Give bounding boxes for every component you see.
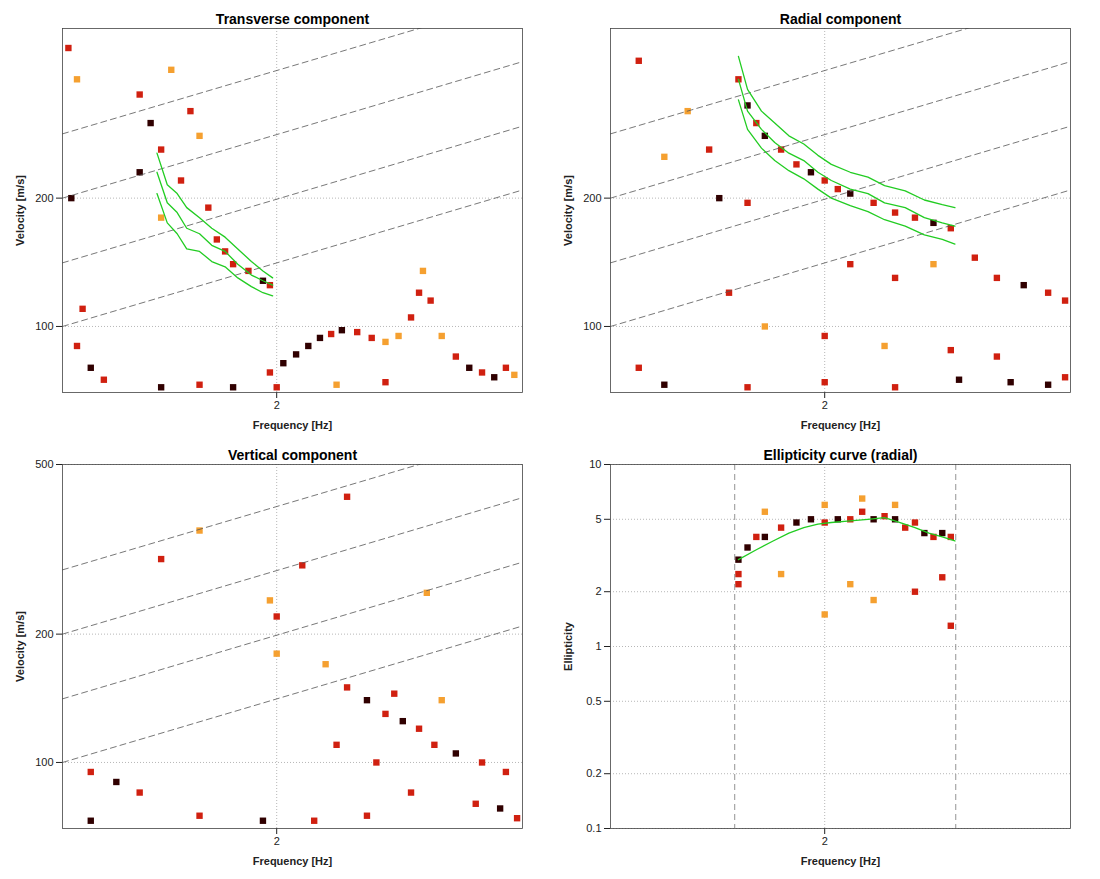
svg-text:100: 100 bbox=[35, 320, 53, 332]
svg-text:Transverse component: Transverse component bbox=[216, 11, 370, 27]
svg-text:Velocity [m/s]: Velocity [m/s] bbox=[14, 611, 26, 682]
svg-text:Ellipticity curve (radial): Ellipticity curve (radial) bbox=[763, 447, 917, 463]
svg-text:Velocity [m/s]: Velocity [m/s] bbox=[14, 175, 26, 246]
svg-text:Velocity [m/s]: Velocity [m/s] bbox=[562, 175, 574, 246]
svg-text:Vertical component: Vertical component bbox=[228, 447, 357, 463]
svg-text:2: 2 bbox=[274, 835, 280, 847]
svg-text:0.1: 0.1 bbox=[586, 822, 601, 834]
svg-text:Frequency [Hz]: Frequency [Hz] bbox=[801, 855, 881, 867]
svg-text:1: 1 bbox=[595, 640, 601, 652]
svg-text:5: 5 bbox=[595, 513, 601, 525]
svg-text:10: 10 bbox=[589, 458, 601, 470]
svg-text:Ellipticity: Ellipticity bbox=[562, 621, 574, 671]
svg-text:200: 200 bbox=[583, 192, 601, 204]
svg-text:200: 200 bbox=[35, 628, 53, 640]
svg-text:2: 2 bbox=[822, 835, 828, 847]
svg-text:0.5: 0.5 bbox=[586, 695, 601, 707]
svg-text:200: 200 bbox=[35, 192, 53, 204]
svg-text:2: 2 bbox=[274, 399, 280, 411]
svg-text:0.2: 0.2 bbox=[586, 767, 601, 779]
svg-text:Frequency [Hz]: Frequency [Hz] bbox=[253, 855, 333, 867]
svg-text:100: 100 bbox=[583, 320, 601, 332]
svg-text:500: 500 bbox=[35, 458, 53, 470]
svg-text:2: 2 bbox=[595, 585, 601, 597]
svg-text:Frequency [Hz]: Frequency [Hz] bbox=[253, 419, 333, 431]
svg-text:100: 100 bbox=[35, 756, 53, 768]
svg-text:Frequency [Hz]: Frequency [Hz] bbox=[801, 419, 881, 431]
svg-text:2: 2 bbox=[822, 399, 828, 411]
svg-text:Radial component: Radial component bbox=[780, 11, 902, 27]
